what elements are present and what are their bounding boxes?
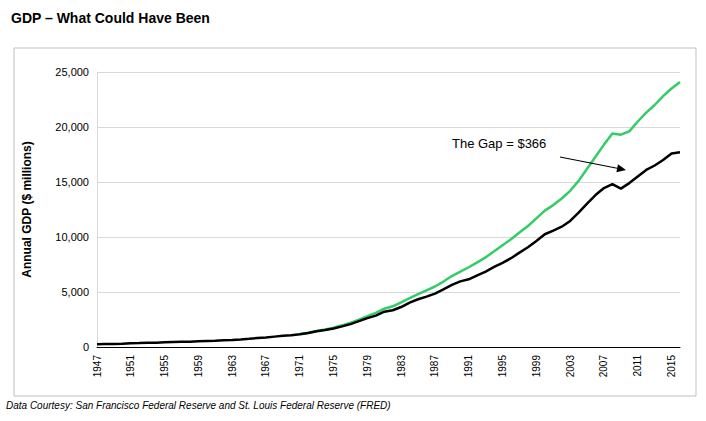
svg-text:5,000: 5,000 [61, 286, 89, 298]
svg-text:25,000: 25,000 [55, 66, 89, 78]
svg-text:1955: 1955 [159, 355, 170, 378]
svg-text:2015: 2015 [666, 355, 677, 378]
svg-text:1951: 1951 [125, 355, 136, 378]
svg-text:Annual GDP ($ millions): Annual GDP ($ millions) [20, 141, 34, 277]
svg-text:1963: 1963 [227, 355, 238, 378]
svg-text:10,000: 10,000 [55, 231, 89, 243]
svg-text:15,000: 15,000 [55, 176, 89, 188]
svg-text:0: 0 [83, 341, 89, 353]
svg-text:1983: 1983 [396, 355, 407, 378]
svg-text:1959: 1959 [193, 355, 204, 378]
svg-text:1947: 1947 [92, 355, 103, 378]
svg-text:2003: 2003 [565, 355, 576, 378]
svg-text:1979: 1979 [362, 355, 373, 378]
svg-text:1995: 1995 [497, 355, 508, 378]
svg-text:GDP – What Could Have Been: GDP – What Could Have Been [11, 10, 210, 26]
svg-text:1991: 1991 [463, 355, 474, 378]
svg-text:1975: 1975 [328, 355, 339, 378]
svg-text:1971: 1971 [294, 355, 305, 378]
svg-text:2011: 2011 [632, 355, 643, 377]
svg-text:2007: 2007 [598, 355, 609, 378]
svg-text:1987: 1987 [429, 355, 440, 378]
svg-text:1967: 1967 [260, 355, 271, 378]
svg-text:1999: 1999 [531, 355, 542, 378]
svg-text:20,000: 20,000 [55, 121, 89, 133]
svg-text:The Gap = $366: The Gap = $366 [452, 136, 546, 151]
svg-text:Data Courtesy: San Francisco F: Data Courtesy: San Francisco Federal Res… [6, 400, 391, 411]
